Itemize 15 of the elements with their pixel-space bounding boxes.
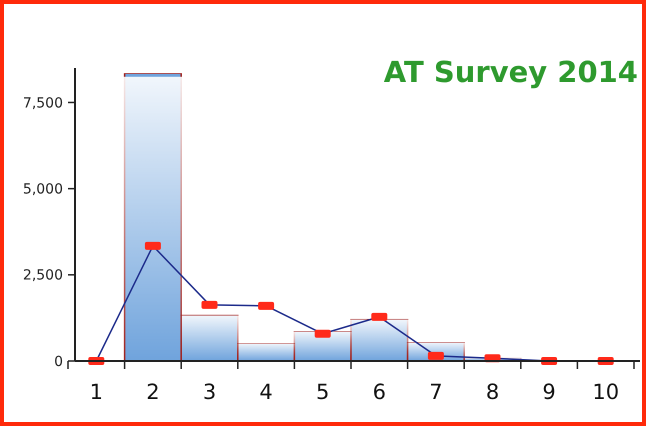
x-tick-label: 9 xyxy=(542,380,556,404)
chart-title: AT Survey 2014 xyxy=(384,55,638,89)
x-tick-label: 2 xyxy=(146,380,160,404)
x-tick-label: 3 xyxy=(202,380,216,404)
x-tick-label: 8 xyxy=(486,380,500,404)
x-tick-label: 7 xyxy=(429,380,443,404)
x-tick-label: 10 xyxy=(592,380,620,404)
x-tick-label: 5 xyxy=(316,380,330,404)
x-tick-label: 6 xyxy=(372,380,386,404)
y-tick-label: 7,500 xyxy=(22,95,63,112)
y-tick-label: 0 xyxy=(54,354,63,370)
x-tick-label: 4 xyxy=(259,380,273,404)
y-tick-label: 5,000 xyxy=(22,182,63,198)
x-tick-label: 1 xyxy=(90,380,103,404)
y-tick-label: 2,500 xyxy=(22,268,63,284)
